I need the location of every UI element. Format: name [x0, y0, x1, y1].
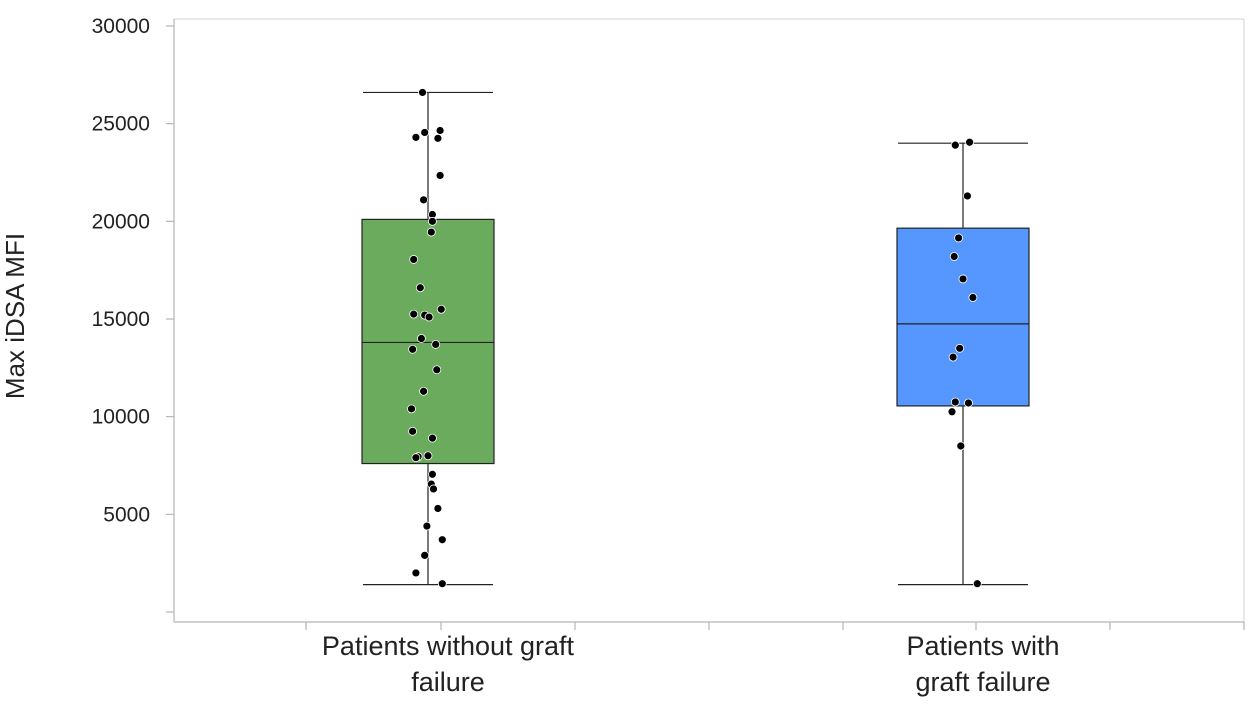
- data-point: [947, 407, 957, 417]
- x-axis-ticks: [305, 622, 1245, 630]
- y-tick-label: 25000: [92, 113, 150, 136]
- y-tick-label: 5000: [103, 503, 150, 526]
- data-point: [427, 469, 437, 479]
- data-point: [411, 568, 421, 578]
- data-point: [949, 252, 959, 261]
- data-point: [407, 404, 416, 414]
- data-point: [411, 132, 421, 142]
- data-point: [437, 535, 447, 545]
- data-point: [423, 451, 433, 461]
- data-point: [426, 227, 436, 237]
- data-point: [433, 504, 443, 513]
- data-point: [408, 344, 418, 354]
- data-point: [435, 171, 445, 180]
- iqr-box: [896, 227, 1030, 407]
- data-point: [408, 426, 418, 436]
- data-point: [416, 334, 426, 343]
- x-category-labels: Patients without graft failure Patients wi…: [322, 631, 1060, 697]
- x-category-label: graft failure: [915, 667, 1050, 697]
- box-group-2: [896, 137, 1030, 589]
- data-point: [433, 133, 443, 143]
- y-axis-label: Max iDSA MFI: [0, 233, 30, 399]
- data-point: [419, 386, 429, 396]
- data-point: [964, 398, 973, 408]
- data-point: [422, 521, 432, 531]
- data-point: [950, 397, 960, 407]
- data-point: [411, 453, 421, 463]
- box-series: [361, 88, 1030, 589]
- data-point: [437, 579, 447, 589]
- data-point: [954, 233, 963, 243]
- data-point: [950, 140, 960, 150]
- data-point: [415, 283, 425, 293]
- data-point: [427, 216, 437, 226]
- iqr-box: [361, 218, 495, 465]
- data-point: [955, 343, 965, 353]
- data-point: [429, 484, 438, 494]
- data-point: [427, 433, 437, 443]
- data-point: [956, 441, 966, 451]
- data-point: [424, 312, 434, 322]
- data-point: [948, 352, 958, 362]
- data-point: [419, 195, 429, 205]
- box-group-1: [361, 88, 495, 589]
- data-point: [418, 88, 427, 97]
- y-tick-label: 10000: [92, 406, 150, 429]
- data-point: [965, 137, 974, 147]
- x-category-label: Patients without graft: [322, 631, 575, 661]
- data-point: [963, 191, 972, 201]
- y-axis-ticks: 5000 10000 15000 20000 25000 30000: [92, 15, 174, 613]
- data-point: [420, 128, 430, 137]
- data-point: [431, 339, 441, 349]
- x-category-label: failure: [411, 667, 485, 697]
- data-point: [972, 579, 982, 589]
- data-point: [432, 365, 442, 375]
- data-point: [409, 309, 419, 319]
- x-category-label: Patients with: [906, 631, 1059, 661]
- y-tick-label: 30000: [92, 15, 150, 38]
- data-point: [968, 293, 978, 302]
- y-tick-label: 20000: [92, 210, 150, 233]
- data-point: [435, 126, 445, 135]
- data-point: [436, 304, 446, 314]
- y-tick-label: 15000: [92, 308, 150, 331]
- data-point: [958, 274, 968, 284]
- data-point: [409, 255, 419, 264]
- data-point: [420, 550, 430, 560]
